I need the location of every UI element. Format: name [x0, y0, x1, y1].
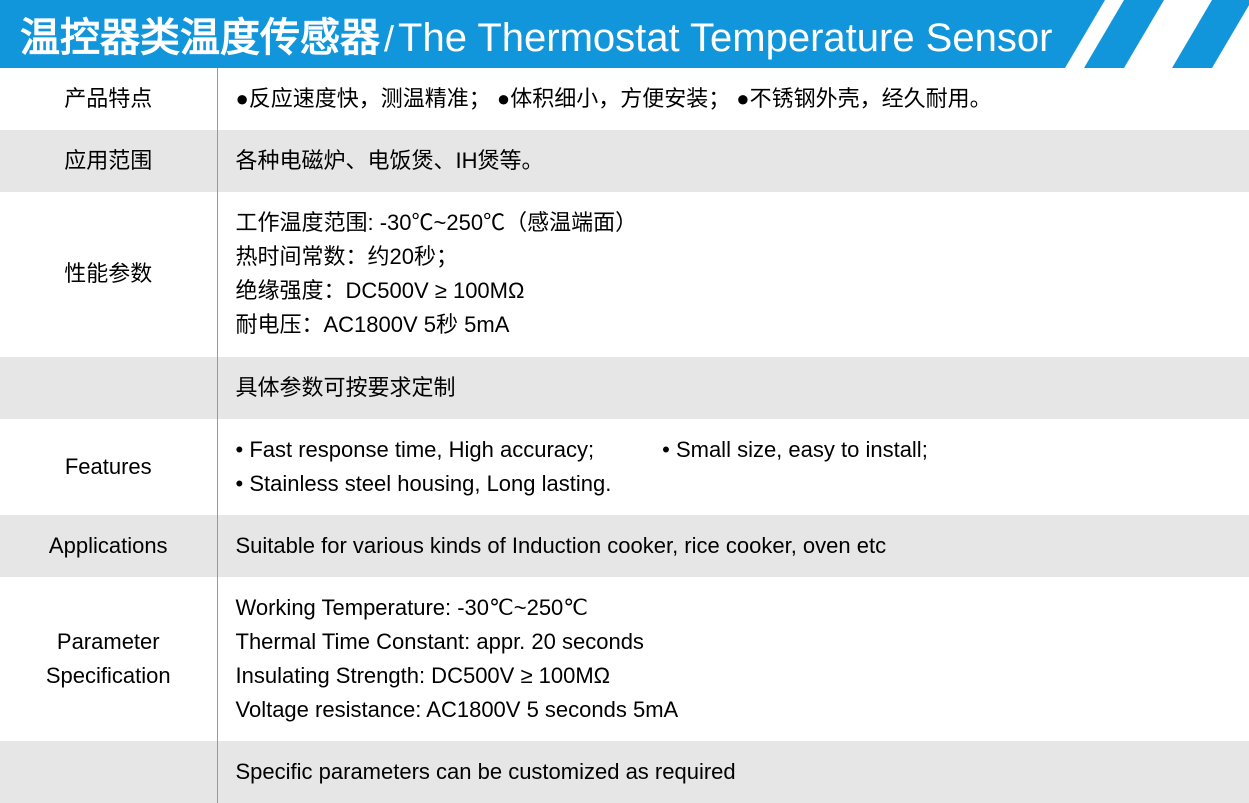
- title-separator: /: [384, 18, 394, 60]
- row-parameters-en: Parameter Specification Working Temperat…: [0, 577, 1249, 741]
- value-features-cn: ●反应速度快，测温精准； ●体积细小，方便安装； ●不锈钢外壳，经久耐用。: [217, 68, 1249, 130]
- value-applications-cn: 各种电磁炉、电饭煲、IH煲等。: [217, 130, 1249, 192]
- label-custom-cn: [0, 357, 217, 419]
- label-features-en: Features: [0, 419, 217, 515]
- value-applications-en: Suitable for various kinds of Induction …: [217, 515, 1249, 577]
- param-spec-label-2: Specification: [46, 663, 171, 688]
- label-parameters-en: Parameter Specification: [0, 577, 217, 741]
- title-english: The Thermostat Temperature Sensor: [398, 16, 1052, 61]
- value-custom-en: Specific parameters can be customized as…: [217, 741, 1249, 803]
- row-parameters-cn: 性能参数 工作温度范围: -30℃~250℃（感温端面） 热时间常数：约20秒；…: [0, 192, 1249, 356]
- param-en-line-1: Working Temperature: -30℃~250℃: [236, 591, 1249, 625]
- label-applications-en: Applications: [0, 515, 217, 577]
- label-parameters-cn: 性能参数: [0, 192, 217, 356]
- param-line-4: 耐电压：AC1800V 5秒 5mA: [236, 308, 1249, 342]
- feature-en-1a: • Fast response time, High accuracy;: [236, 433, 595, 467]
- label-features-cn: 产品特点: [0, 68, 217, 130]
- row-custom-en: Specific parameters can be customized as…: [0, 741, 1249, 803]
- value-custom-cn: 具体参数可按要求定制: [217, 357, 1249, 419]
- feature-en-2: • Stainless steel housing, Long lasting.: [236, 467, 1249, 501]
- title-text: 温控器类温度传感器 / The Thermostat Temperature S…: [0, 5, 1052, 63]
- value-parameters-cn: 工作温度范围: -30℃~250℃（感温端面） 热时间常数：约20秒； 绝缘强度…: [217, 192, 1249, 356]
- param-line-1: 工作温度范围: -30℃~250℃（感温端面）: [236, 206, 1249, 240]
- row-custom-cn: 具体参数可按要求定制: [0, 357, 1249, 419]
- row-applications-en: Applications Suitable for various kinds …: [0, 515, 1249, 577]
- title-banner: 温控器类温度传感器 / The Thermostat Temperature S…: [0, 0, 1249, 68]
- param-en-line-4: Voltage resistance: AC1800V 5 seconds 5m…: [236, 693, 1249, 727]
- param-line-3: 绝缘强度：DC500V ≥ 100MΩ: [236, 274, 1249, 308]
- row-applications-cn: 应用范围 各种电磁炉、电饭煲、IH煲等。: [0, 130, 1249, 192]
- title-chinese: 温控器类温度传感器: [20, 5, 380, 63]
- param-line-2: 热时间常数：约20秒；: [236, 240, 1249, 274]
- banner-stripe-2: [1172, 0, 1249, 68]
- value-features-en: • Fast response time, High accuracy; • S…: [217, 419, 1249, 515]
- value-parameters-en: Working Temperature: -30℃~250℃ Thermal T…: [217, 577, 1249, 741]
- param-en-line-3: Insulating Strength: DC500V ≥ 100MΩ: [236, 659, 1249, 693]
- row-features-cn: 产品特点 ●反应速度快，测温精准； ●体积细小，方便安装； ●不锈钢外壳，经久耐…: [0, 68, 1249, 130]
- label-applications-cn: 应用范围: [0, 130, 217, 192]
- feature-en-1b: • Small size, easy to install;: [662, 433, 928, 467]
- label-custom-en: [0, 741, 217, 803]
- param-spec-label-1: Parameter: [57, 629, 160, 654]
- row-features-en: Features • Fast response time, High accu…: [0, 419, 1249, 515]
- param-en-line-2: Thermal Time Constant: appr. 20 seconds: [236, 625, 1249, 659]
- spec-table: 产品特点 ●反应速度快，测温精准； ●体积细小，方便安装； ●不锈钢外壳，经久耐…: [0, 68, 1249, 803]
